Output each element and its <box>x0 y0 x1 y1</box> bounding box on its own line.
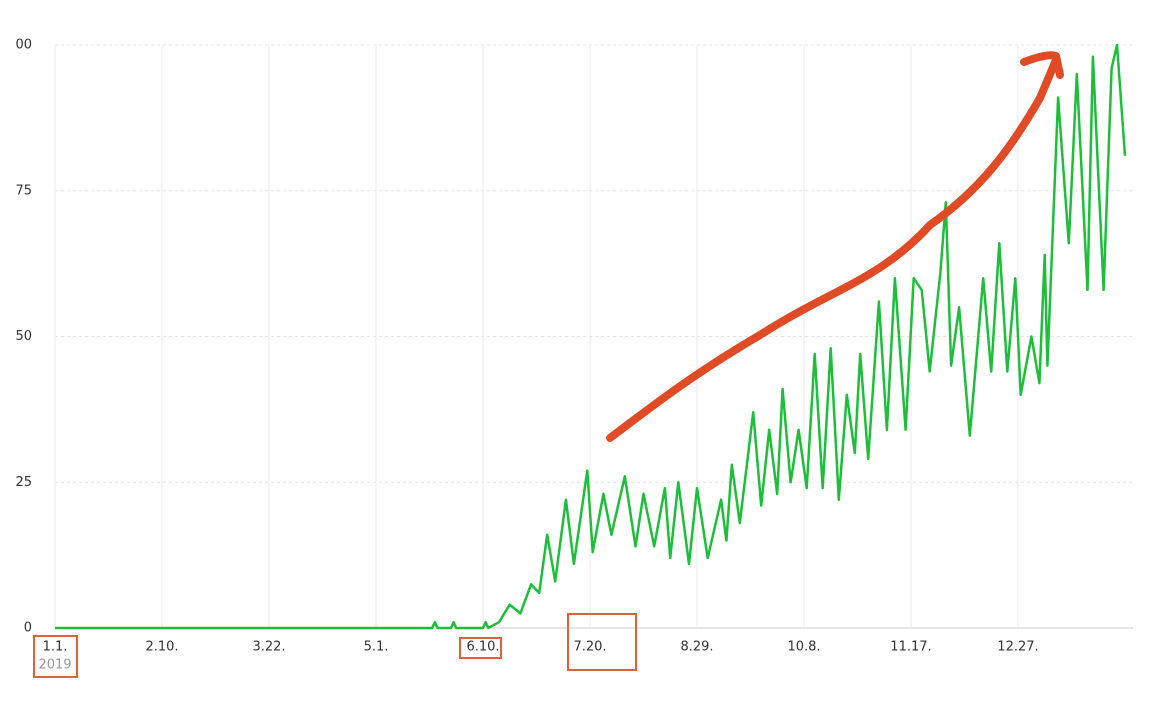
x-tick-label: 6.10. <box>466 640 499 655</box>
x-tick-label: 11.17. <box>890 640 931 655</box>
x-tick-label: 1.1. <box>43 640 68 655</box>
highlight-box <box>459 637 502 659</box>
highlight-box <box>33 635 78 678</box>
annotation-boxes <box>33 613 637 678</box>
y-tick-label: 00 <box>15 38 32 53</box>
y-tick-label: 0 <box>24 621 32 636</box>
x-tick-label: 2.10. <box>145 640 178 655</box>
y-tick-label: 50 <box>15 329 32 344</box>
x-tick-label: 7.20. <box>573 640 606 655</box>
trend-arrow <box>606 51 1064 442</box>
x-tick-label: 8.29. <box>680 640 713 655</box>
y-tick-label: 75 <box>15 183 32 198</box>
x-tick-label: 3.22. <box>252 640 285 655</box>
data-line <box>55 43 1127 630</box>
y-tick-label: 25 <box>15 475 32 490</box>
year-label: 2019 <box>38 658 71 673</box>
x-tick-label: 12.27. <box>997 640 1038 655</box>
x-tick-label: 10.8. <box>787 640 820 655</box>
x-tick-label: 5.1. <box>364 640 389 655</box>
highlight-box <box>567 613 637 671</box>
